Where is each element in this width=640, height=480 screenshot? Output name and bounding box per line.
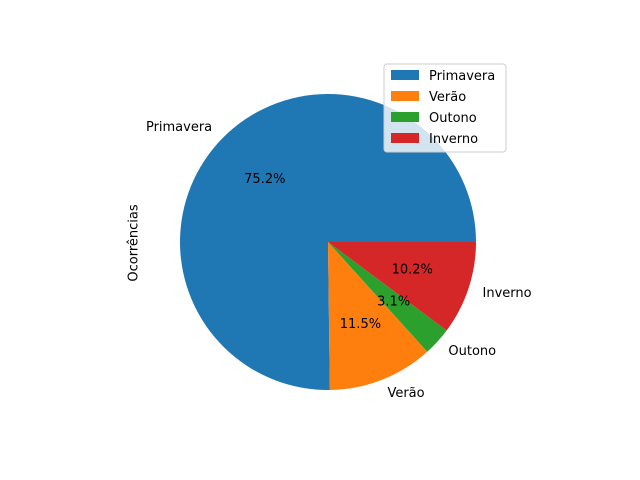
pie-slices xyxy=(180,93,476,390)
legend-entry-inverno: Inverno xyxy=(429,132,478,147)
slice-labels: Primavera Verão Outono Inverno xyxy=(146,120,532,401)
legend-entry-primavera: Primavera xyxy=(429,69,495,84)
pie-slice-verao xyxy=(328,242,428,390)
pie-slice-primavera xyxy=(180,93,476,390)
slice-label-verao: Verão xyxy=(387,386,424,401)
slice-label-inverno: Inverno xyxy=(483,286,532,301)
percent-labels: 75.2% 11.5% 3.1% 10.2% xyxy=(244,172,433,332)
y-axis-label: Ocorrências xyxy=(127,204,142,281)
legend-swatch-outono xyxy=(391,112,419,122)
legend-swatch-verao xyxy=(391,91,419,101)
legend-swatch-primavera xyxy=(391,70,419,80)
slice-label-primavera: Primavera xyxy=(146,120,212,135)
legend-entry-outono: Outono xyxy=(429,111,477,126)
percent-label-primavera: 75.2% xyxy=(244,172,285,187)
percent-label-outono: 3.1% xyxy=(377,294,410,309)
slice-label-outono: Outono xyxy=(448,344,496,359)
pie-slice-outono xyxy=(328,242,447,352)
legend-entry-verao: Verão xyxy=(429,90,466,105)
pie-slice-inverno xyxy=(328,242,476,331)
legend-swatch-inverno xyxy=(391,133,419,143)
legend-frame xyxy=(383,63,507,153)
legend: Primavera Verão Outono Inverno xyxy=(383,63,507,153)
percent-label-verao: 11.5% xyxy=(340,317,381,332)
percent-label-inverno: 10.2% xyxy=(392,262,433,277)
